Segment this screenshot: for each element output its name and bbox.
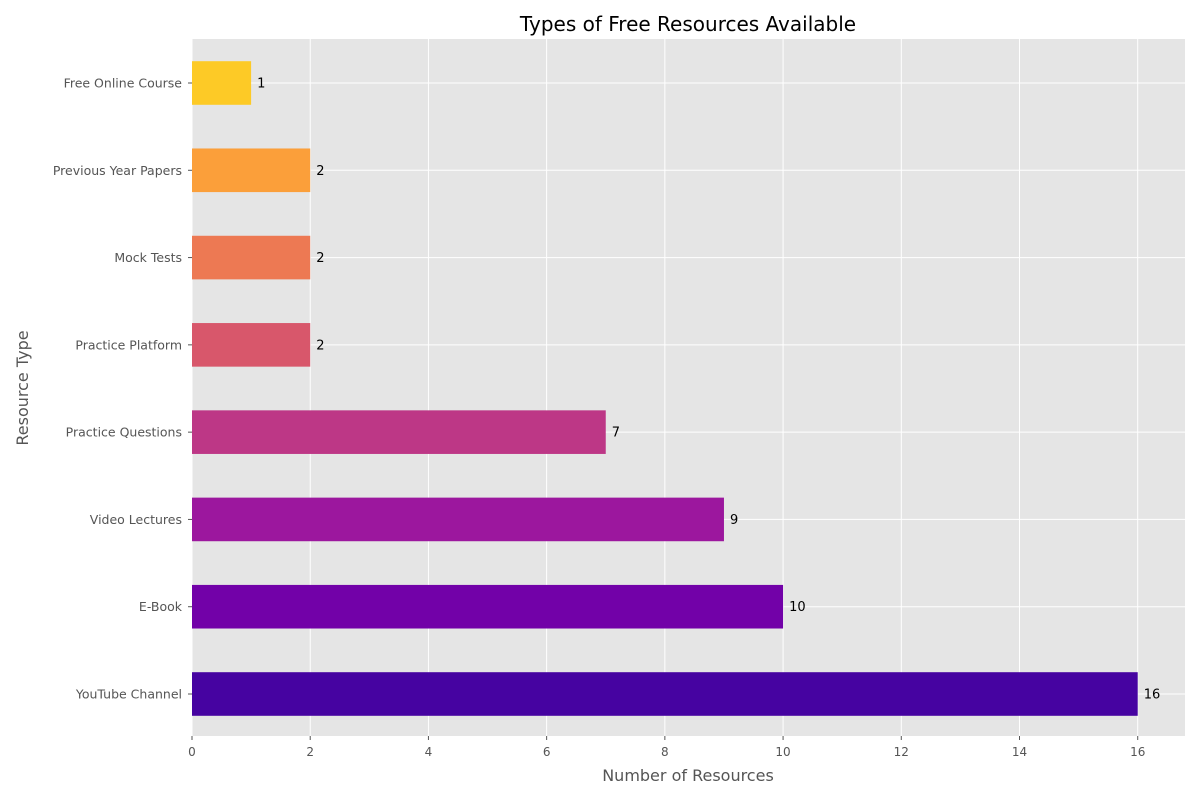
y-tick-label: Mock Tests bbox=[114, 250, 182, 265]
x-axis-label: Number of Resources bbox=[602, 766, 774, 785]
x-tick-label: 6 bbox=[543, 745, 551, 759]
bar-value-label: 7 bbox=[612, 426, 620, 441]
bar bbox=[192, 584, 784, 629]
bar-value-label: 2 bbox=[316, 338, 324, 353]
bar-value-label: 9 bbox=[730, 513, 738, 528]
bar bbox=[192, 497, 724, 542]
x-axis: 0 2 4 6 8 10 12 14 16 bbox=[188, 736, 1145, 759]
y-tick-label: Practice Platform bbox=[75, 337, 182, 352]
bar bbox=[192, 61, 252, 105]
bar bbox=[192, 148, 311, 193]
y-tick-label: Practice Questions bbox=[66, 425, 182, 440]
bar-value-label: 16 bbox=[1144, 688, 1161, 703]
y-axis: YouTube Channel E-Book Video Lectures Pract… bbox=[53, 76, 192, 702]
value-labels: 16 10 9 7 2 2 2 1 bbox=[257, 77, 1160, 703]
x-tick-label: 12 bbox=[894, 745, 909, 759]
bar bbox=[192, 410, 606, 454]
y-tick-label: E-Book bbox=[139, 599, 183, 614]
x-tick-label: 8 bbox=[661, 745, 669, 759]
bar bbox=[192, 672, 1138, 716]
bars bbox=[192, 61, 1138, 716]
x-tick-label: 14 bbox=[1012, 745, 1027, 759]
bar-value-label: 1 bbox=[257, 77, 265, 92]
x-tick-label: 16 bbox=[1130, 745, 1145, 759]
bar bbox=[192, 323, 311, 367]
y-tick-label: YouTube Channel bbox=[75, 687, 182, 702]
chart-title: Types of Free Resources Available bbox=[519, 12, 856, 36]
x-tick-label: 0 bbox=[188, 745, 196, 759]
x-tick-label: 2 bbox=[306, 745, 314, 759]
bar-value-label: 2 bbox=[316, 251, 324, 266]
x-tick-label: 10 bbox=[775, 745, 790, 759]
x-tick-label: 4 bbox=[425, 745, 433, 759]
y-tick-label: Previous Year Papers bbox=[53, 163, 182, 178]
y-axis-label: Resource Type bbox=[13, 330, 32, 445]
y-tick-label: Video Lectures bbox=[90, 512, 182, 527]
bar bbox=[192, 235, 311, 280]
bar-value-label: 2 bbox=[316, 164, 324, 179]
bar-value-label: 10 bbox=[789, 600, 806, 615]
plot-area bbox=[192, 39, 1185, 736]
y-tick-label: Free Online Course bbox=[64, 76, 183, 91]
